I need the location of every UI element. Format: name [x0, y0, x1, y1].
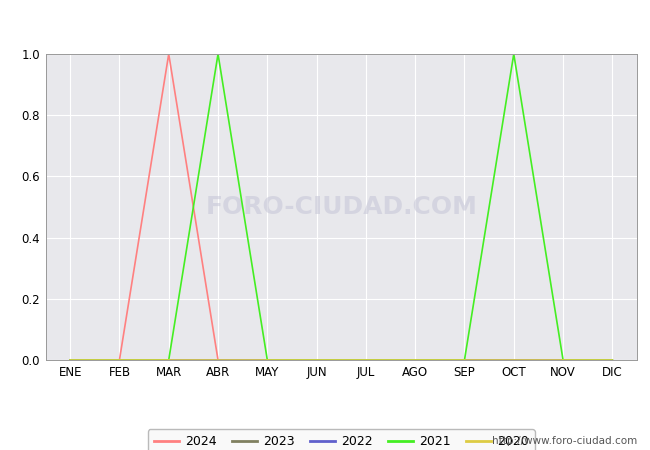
Text: FORO-CIUDAD.COM: FORO-CIUDAD.COM [205, 195, 477, 219]
Legend: 2024, 2023, 2022, 2021, 2020: 2024, 2023, 2022, 2021, 2020 [148, 429, 535, 450]
Text: Matriculaciones de Vehiculos en Berdejo: Matriculaciones de Vehiculos en Berdejo [143, 11, 507, 29]
Text: http://www.foro-ciudad.com: http://www.foro-ciudad.com [492, 436, 637, 446]
